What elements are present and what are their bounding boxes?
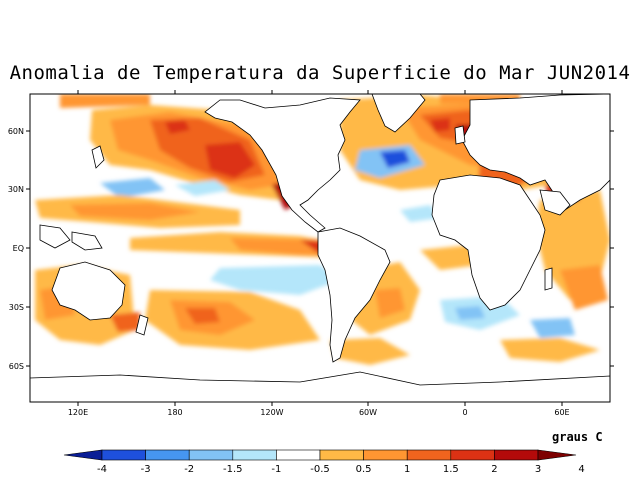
colorbar-swatch bbox=[319, 449, 364, 461]
colorbar-max-triangle bbox=[537, 449, 577, 461]
lon-label-60e: 60E bbox=[554, 408, 569, 417]
longitude-axis: 120E 180 120W 60W 0 60E bbox=[68, 90, 570, 417]
colorbar-label: -0.5 bbox=[310, 464, 330, 475]
anomaly-field bbox=[30, 94, 610, 402]
colorbar-swatch bbox=[363, 449, 408, 461]
units-label: graus C bbox=[552, 430, 603, 444]
colorbar-swatch bbox=[145, 449, 190, 461]
colorbar-swatch bbox=[494, 449, 539, 461]
colorbar-label: 3 bbox=[535, 464, 541, 475]
colorbar-swatch bbox=[276, 449, 321, 461]
lat-label-30n: 30N bbox=[8, 185, 24, 194]
lat-label-eq: EQ bbox=[13, 244, 24, 253]
colorbar-label: -3 bbox=[141, 464, 151, 475]
colorbar-label: 1.5 bbox=[443, 464, 459, 475]
colorbar-min-triangle bbox=[63, 449, 103, 461]
lon-label-120e: 120E bbox=[68, 408, 88, 417]
colorbar-label: 4 bbox=[578, 464, 584, 475]
colorbar-label: 2 bbox=[491, 464, 497, 475]
colorbar-swatch bbox=[450, 449, 495, 461]
colorbar-label: -1.5 bbox=[223, 464, 243, 475]
lon-label-60w: 60W bbox=[359, 408, 377, 417]
colorbar-swatch bbox=[101, 449, 146, 461]
colorbar-label: -4 bbox=[97, 464, 107, 475]
continents bbox=[30, 94, 610, 402]
lat-label-30s: 30S bbox=[9, 303, 24, 312]
lat-label-60s: 60S bbox=[9, 362, 24, 371]
colorbar-label: 1 bbox=[404, 464, 410, 475]
colorbar: -4 -3 -2 -1.5 -1 -0.5 0.5 1 1.5 2 3 4 bbox=[63, 449, 585, 475]
lon-label-180: 180 bbox=[167, 408, 182, 417]
colorbar-swatch bbox=[406, 449, 452, 461]
colorbar-swatch bbox=[188, 449, 234, 461]
colorbar-label: -2 bbox=[184, 464, 194, 475]
lon-label-120w: 120W bbox=[260, 408, 283, 417]
latitude-axis: 60N 30N EQ 30S 60S bbox=[8, 127, 614, 371]
lon-label-0: 0 bbox=[462, 408, 467, 417]
colorbar-swatch bbox=[232, 449, 277, 461]
map-title: Anomalia de Temperatura da Superficie do… bbox=[9, 62, 631, 84]
colorbar-label: 0.5 bbox=[356, 464, 372, 475]
lat-label-60n: 60N bbox=[8, 127, 24, 136]
colorbar-label: -1 bbox=[271, 464, 281, 475]
